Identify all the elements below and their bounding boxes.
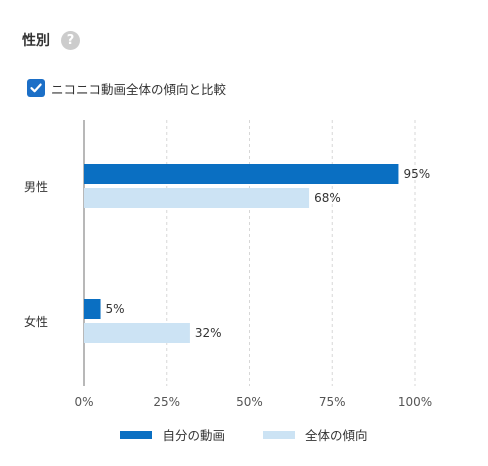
bar [84, 299, 101, 319]
bar [84, 164, 398, 184]
legend-swatch-own [120, 431, 152, 439]
legend-item-overall: 全体の傾向 [263, 425, 368, 444]
legend-swatch-overall [263, 431, 295, 439]
legend-label-overall: 全体の傾向 [305, 425, 368, 444]
y-category-label: 女性 [24, 314, 48, 329]
bar-value-label: 95% [403, 167, 430, 181]
x-tick-label: 50% [236, 395, 263, 409]
bar-value-label: 68% [314, 191, 341, 205]
bar [84, 188, 309, 208]
x-tick-label: 75% [319, 395, 346, 409]
x-tick-label: 0% [74, 395, 93, 409]
bar [84, 323, 190, 343]
y-category-label: 男性 [24, 180, 48, 194]
bar-value-label: 5% [106, 302, 125, 316]
legend-label-own: 自分の動画 [162, 425, 225, 444]
x-tick-label: 25% [153, 395, 180, 409]
bar-value-label: 32% [195, 326, 222, 340]
chart-legend: 自分の動画 全体の傾向 [0, 425, 488, 444]
x-tick-label: 100% [398, 395, 432, 409]
legend-item-own: 自分の動画 [120, 425, 225, 444]
